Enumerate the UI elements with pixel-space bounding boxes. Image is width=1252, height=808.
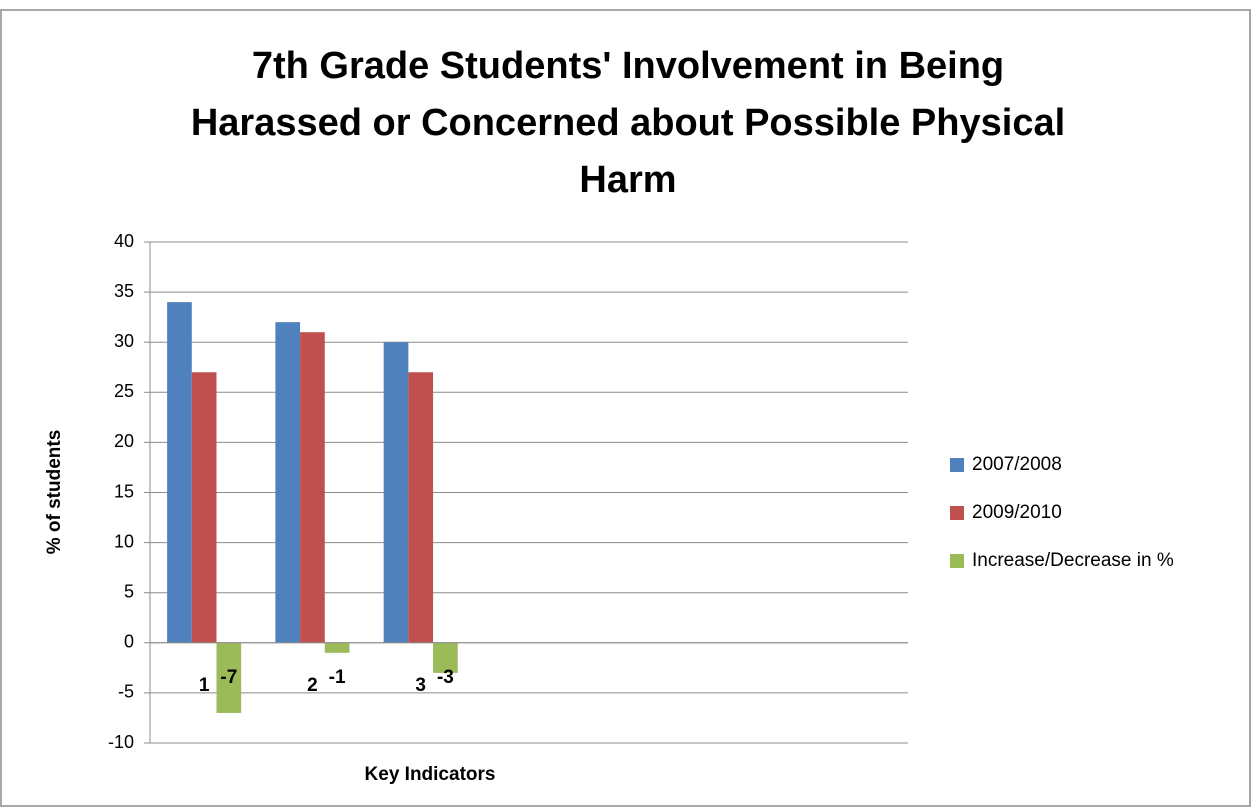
legend-swatch: [950, 506, 964, 520]
x-axis-title: Key Indicators: [365, 764, 496, 785]
legend-swatch: [950, 458, 964, 472]
y-tick-label: 20: [114, 431, 134, 451]
x-tick-label: 2: [307, 675, 318, 696]
y-tick-label: 10: [114, 531, 134, 551]
data-label: -1: [329, 667, 346, 688]
bar: [275, 322, 301, 643]
y-tick-label: 30: [114, 331, 134, 351]
chart-title: Harm: [579, 159, 676, 201]
bar: [167, 302, 192, 643]
legend-label: Increase/Decrease in %: [972, 550, 1174, 571]
x-tick-label: 3: [415, 675, 426, 696]
bar: [300, 332, 325, 643]
y-tick-label: 5: [124, 581, 134, 601]
data-label: -7: [220, 667, 237, 688]
y-tick-label: 40: [114, 231, 134, 251]
chart-title: 7th Grade Students' Involvement in Being: [252, 45, 1004, 87]
bar: [408, 372, 434, 643]
legend-label: 2007/2008: [972, 454, 1062, 475]
y-axis-title: % of students: [44, 430, 65, 555]
y-tick-label: 15: [114, 481, 134, 501]
y-tick-label: 25: [114, 381, 134, 401]
bar: [216, 642, 242, 713]
y-tick-label: 35: [114, 281, 134, 301]
x-tick-label: 1: [199, 675, 210, 696]
y-tick-label: 0: [124, 632, 134, 652]
bar: [324, 642, 350, 653]
legend-label: 2009/2010: [972, 502, 1062, 523]
bar: [383, 342, 409, 643]
y-tick-label: -10: [108, 732, 134, 752]
bar: [191, 372, 217, 643]
bar: [433, 642, 458, 673]
data-label: -3: [437, 667, 454, 688]
chart-title: Harassed or Concerned about Possible Phy…: [191, 102, 1065, 144]
legend-swatch: [950, 554, 964, 568]
y-tick-label: -5: [118, 682, 134, 702]
